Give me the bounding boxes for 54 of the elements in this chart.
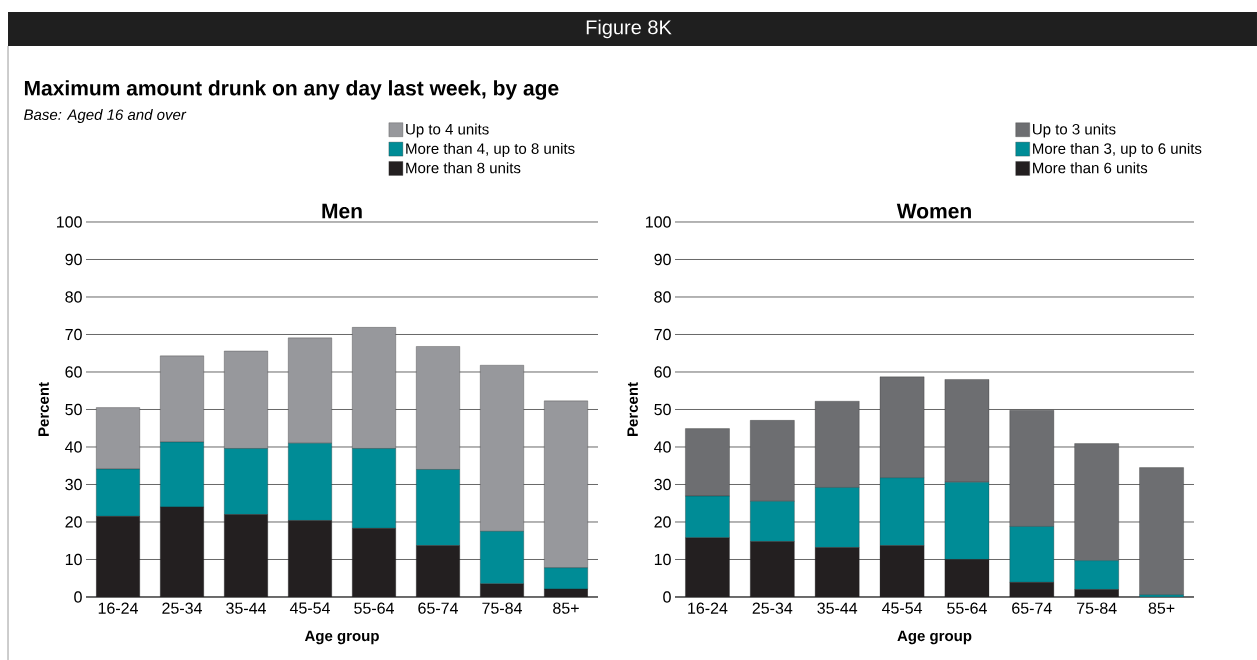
legend-label: More than 3, up to 6 units	[1033, 142, 1202, 157]
y-tick-label: 30	[654, 478, 671, 491]
text: Base: Aged 16 and over	[24, 109, 187, 123]
legend-label: More than 6 units	[1033, 162, 1148, 174]
legend-label: More than 8 units	[406, 162, 521, 174]
x-tick-label: 25-34	[162, 602, 202, 614]
x-tick-label: 35-44	[226, 602, 266, 614]
y-tick-label: 80	[65, 291, 82, 303]
y-tick-label: 30	[65, 478, 82, 491]
legend-label: Up to 4 units	[406, 123, 489, 138]
y-tick-label: 90	[654, 253, 671, 266]
x-tick-label: 65-74	[1012, 602, 1052, 614]
x-tick-label: 25-34	[752, 602, 793, 614]
x-tick-label: 85+	[553, 602, 579, 614]
x-tick-label: 16-24	[688, 602, 728, 614]
y-tick-label: 0	[663, 591, 671, 603]
legend-label: Up to 3 units	[1033, 123, 1116, 138]
chart-title: Men	[322, 203, 362, 219]
y-tick-label: 10	[65, 553, 82, 566]
y-tick-label: 50	[654, 403, 671, 416]
chart-title: Women	[896, 203, 971, 219]
y-tick-label: 20	[654, 516, 671, 528]
x-axis-title: Age group	[304, 630, 379, 645]
y-tick-label: 60	[654, 366, 671, 378]
x-tick-label: 75-84	[482, 602, 522, 614]
y-tick-label: 20	[65, 516, 82, 528]
x-tick-label: 45-54	[289, 602, 330, 614]
legend-label: More than 4, up to 8 units	[406, 142, 575, 157]
y-tick-label: 40	[654, 441, 671, 453]
y-tick-label: 60	[65, 366, 82, 378]
y-tick-label: 70	[65, 328, 82, 341]
x-axis-title: Age group	[897, 630, 972, 645]
y-tick-label: 10	[654, 553, 671, 566]
bar	[1139, 467, 1184, 595]
text: Maximum amount drunk on any day last week, by age	[24, 80, 559, 100]
y-tick-label: 40	[65, 441, 82, 453]
x-tick-label: 45-54	[881, 602, 923, 614]
y-tick-label: 50	[65, 403, 82, 416]
x-tick-label: 55-64	[947, 602, 987, 614]
x-tick-label: 65-74	[418, 602, 458, 614]
y-tick-label: 70	[654, 328, 671, 341]
y-axis-title: Percent	[627, 382, 638, 436]
y-tick-label: 80	[654, 291, 671, 303]
x-tick-label: 35-44	[817, 602, 858, 614]
x-tick-label: 16-24	[98, 602, 138, 614]
x-tick-label: 55-64	[354, 602, 394, 614]
y-axis-title: Percent	[38, 382, 49, 436]
y-tick-label: 100	[57, 216, 82, 228]
caption: Figure 8K	[586, 19, 672, 39]
y-tick-label: 100	[646, 216, 671, 228]
x-tick-label: 75-84	[1077, 602, 1117, 614]
y-tick-label: 90	[65, 253, 82, 266]
x-tick-label: 85+	[1148, 602, 1175, 614]
y-tick-label: 0	[74, 591, 82, 603]
